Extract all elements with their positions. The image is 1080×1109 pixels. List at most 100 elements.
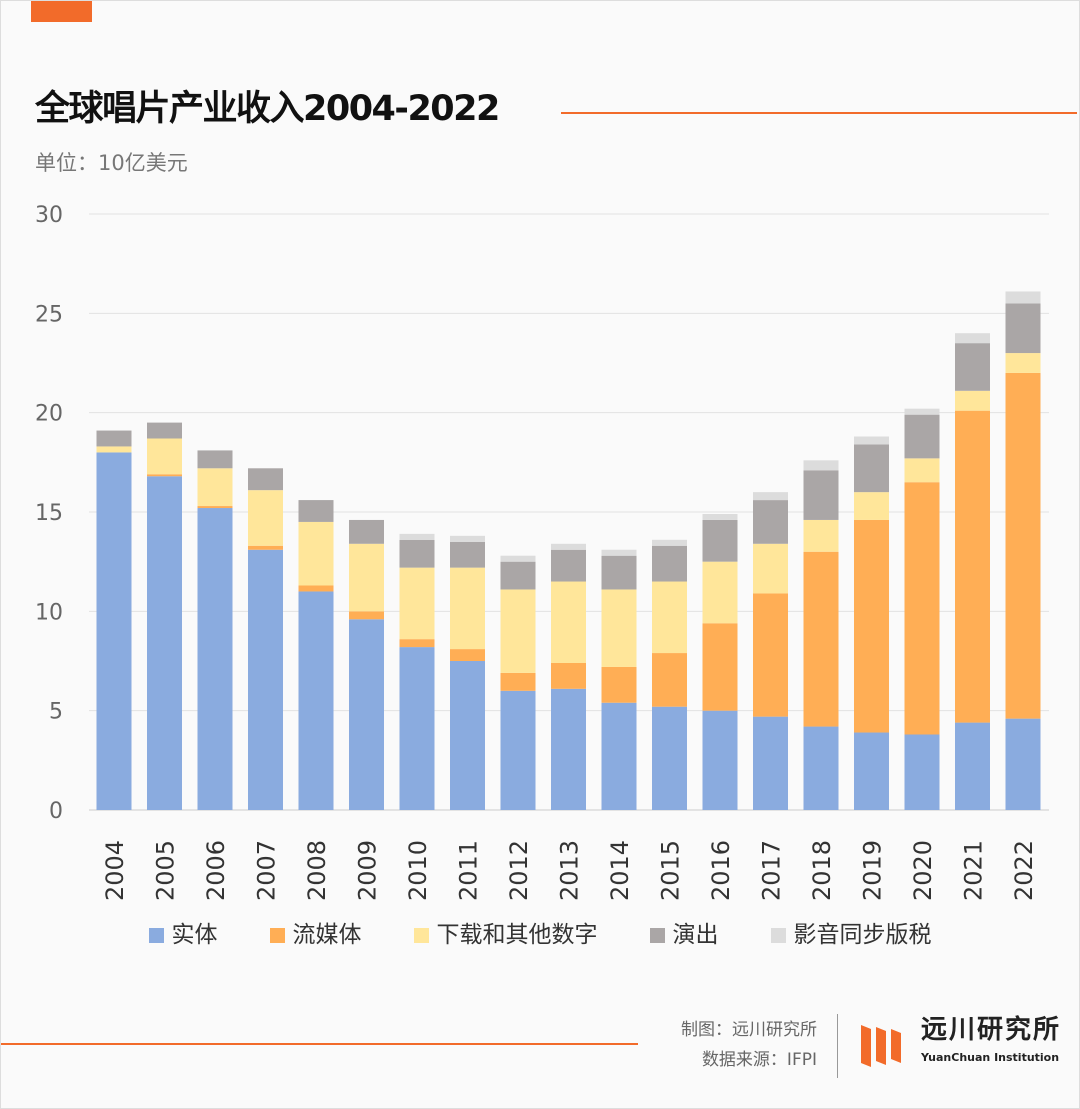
bar-segment [500,672,536,691]
stacked-bar-chart: 0 5 10 15 20 25 30 2004 2005 2006 2007 2008 2009 2010… [35,203,1049,901]
legend-label: 演出 [672,922,719,948]
bar-segment [500,690,536,810]
bar-segment [702,561,738,624]
bar-segment [450,649,485,661]
legend: 实体 流媒体 下载和其他数字 演出 影音同步版税 [1,919,1079,951]
bar-segment [652,653,687,707]
bar-segment [803,470,839,520]
bar-segment [450,541,485,568]
bar-segment [399,567,435,640]
x-tick-label: 2018 [808,840,836,901]
bar-segment [803,726,839,810]
bar-segment [1005,353,1041,373]
bar-segment [601,589,637,667]
bar-segment [147,476,182,810]
bar-segment [904,734,940,810]
x-tick-label: 2007 [253,840,281,901]
bar-segment [551,581,586,663]
bar-segment [349,519,384,544]
bar-segment [702,623,738,711]
bar-segment [298,500,334,522]
logo-icon [861,1025,901,1067]
legend-swatch [148,927,164,943]
legend-swatch [649,927,665,943]
bar-segment [147,438,182,475]
bar-segment [399,539,435,568]
bar-segment [298,591,334,810]
bar-segment [753,593,788,717]
bar-segment [96,430,132,447]
x-tick-label: 2014 [606,840,634,901]
y-tick-label: 15 [35,501,63,526]
bar-segment [753,543,788,594]
data-source: 数据来源：IFPI [701,1050,817,1070]
bar-segment [1005,372,1041,719]
bar-segment [551,662,586,689]
x-tick-label: 2004 [101,840,129,901]
bar-segment [349,543,384,612]
legend-swatch [770,927,786,943]
bar-segment [702,710,738,810]
bar-segment [1005,303,1041,354]
bar-segment [197,468,233,507]
bar-segment [248,490,283,546]
bar-segment [248,468,283,491]
bar-segment [904,408,940,415]
bar-segment [551,543,586,550]
bar-segment [248,549,283,810]
x-tick-label: 2019 [859,840,887,901]
bar-segment [500,555,536,562]
bar-segment [753,492,788,501]
title-rule [561,112,1077,114]
legend-item: 影音同步版税 [770,919,932,951]
bar-segment [904,458,940,483]
logo-subtext: YuanChuan Institution [921,1051,1060,1064]
bar-segment [955,343,990,391]
bar-segment [601,702,637,810]
bar-segment [652,706,687,810]
bar-segment [601,549,637,556]
bar-segment [500,589,536,673]
bar-segment [399,533,435,540]
bar-segment [854,732,889,810]
bar-segment [349,619,384,810]
bar-segment [955,722,990,810]
bar-segment [904,482,940,735]
x-tick-label: 2021 [960,840,988,901]
bar-segment [197,506,233,509]
bar-segment [652,581,687,654]
bar-segment [551,688,586,810]
bar-segment [500,561,536,590]
bar-segment [450,567,485,650]
bar-segment [955,333,990,344]
x-tick-label: 2022 [1010,840,1038,901]
x-tick-label: 2017 [758,840,786,901]
bar-segment [96,452,132,810]
x-tick-label: 2016 [707,840,735,901]
bar-segment [803,551,839,727]
accent-block [31,1,92,22]
y-tick-label: 30 [35,203,63,228]
bar-segment [147,474,182,477]
bar-segment [652,539,687,546]
bar-segment [601,666,637,703]
y-tick-label: 20 [35,402,63,427]
x-tick-label: 2011 [455,840,483,901]
bar-segment [803,460,839,471]
bar-segment [399,639,435,648]
bar-segment [450,535,485,542]
legend-label: 实体 [171,922,218,948]
legend-item: 流媒体 [269,919,362,951]
footer-divider [837,1014,838,1078]
bar-segment [248,545,283,550]
bar-segment [702,513,738,520]
bar-segment [702,519,738,562]
bar-segment [803,519,839,552]
bar-segment [652,545,687,582]
x-tick-label: 2015 [657,840,685,901]
bar-segment [955,410,990,723]
bar-segment [955,390,990,411]
chart-title: 全球唱片产业收入2004-2022 [35,89,500,129]
bar-segment [854,492,889,520]
x-tick-label: 2006 [202,840,230,901]
